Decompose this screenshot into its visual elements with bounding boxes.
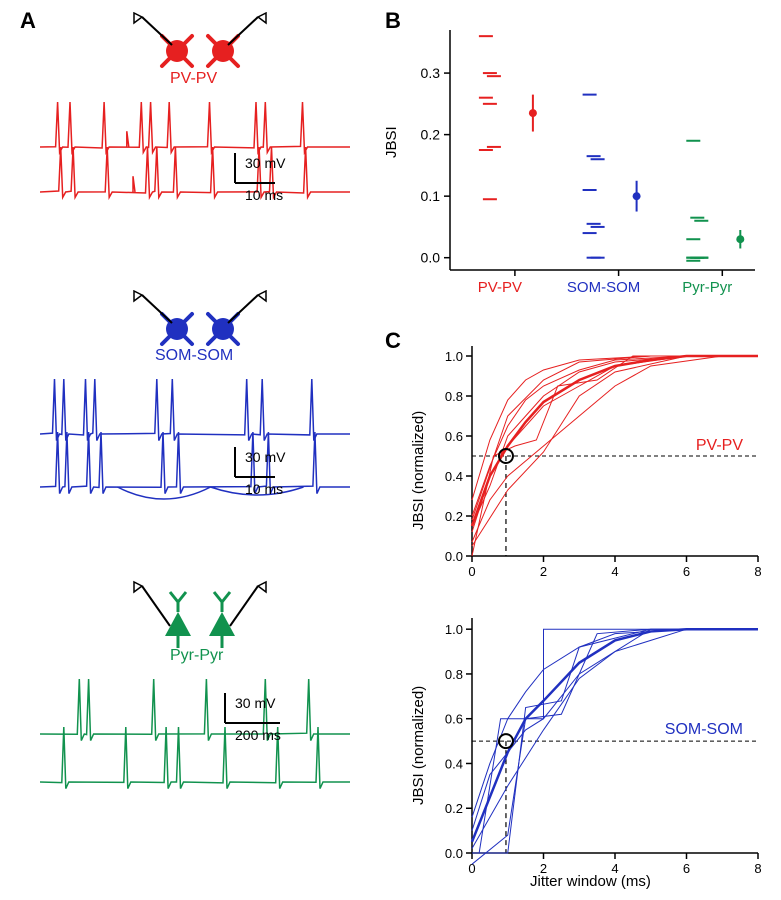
svg-text:PV-PV: PV-PV: [478, 279, 522, 296]
svg-text:0.2: 0.2: [445, 801, 463, 816]
svg-text:10 ms: 10 ms: [245, 481, 283, 497]
svg-text:30 mV: 30 mV: [245, 155, 286, 171]
panel-c-pv-plot: 0.0 0.2 0.4 0.6 0.8 1.0 0 2 4 6 8 PV-PV: [420, 338, 765, 588]
svg-text:6: 6: [683, 564, 690, 579]
svg-text:0.6: 0.6: [445, 429, 463, 444]
svg-text:0.0: 0.0: [445, 846, 463, 861]
svg-text:SOM-SOM: SOM-SOM: [567, 279, 640, 296]
svg-text:Pyr-Pyr: Pyr-Pyr: [682, 279, 732, 296]
svg-text:0.0: 0.0: [445, 549, 463, 564]
svg-text:0.2: 0.2: [421, 127, 441, 143]
svg-text:1.0: 1.0: [445, 349, 463, 364]
panel-label-a: A: [20, 8, 36, 34]
pyr-scalebar: 30 mV 200 ms: [215, 688, 360, 743]
svg-text:0.8: 0.8: [445, 389, 463, 404]
svg-text:0.6: 0.6: [445, 712, 463, 727]
panel-c-pv-ylabel: JBSI (normalized): [410, 411, 427, 530]
svg-text:10 ms: 10 ms: [245, 187, 283, 203]
svg-text:0.8: 0.8: [445, 667, 463, 682]
svg-text:4: 4: [611, 564, 618, 579]
svg-text:0: 0: [468, 564, 475, 579]
pv-scalebar: 30 mV 10 ms: [225, 148, 350, 203]
figure-root: A B C PV-PV 30 mV10 ms SOM-SOM 30 mV10 m…: [0, 0, 781, 900]
panel-c-xlabel: Jitter window (ms): [530, 873, 651, 890]
panel-c-som-plot: 0.00.20.40.60.81.002468SOM-SOM: [420, 610, 765, 885]
svg-text:0.0: 0.0: [421, 250, 441, 266]
pyr-pair-icon: [130, 580, 270, 650]
svg-text:0.4: 0.4: [445, 756, 463, 771]
svg-text:8: 8: [754, 861, 761, 876]
svg-text:6: 6: [683, 861, 690, 876]
svg-text:30 mV: 30 mV: [245, 449, 286, 465]
panel-b-ylabel: JBSI: [383, 126, 400, 158]
som-pair-icon: [130, 290, 270, 350]
panel-c-som-ylabel: JBSI (normalized): [410, 686, 427, 805]
svg-text:SOM-SOM: SOM-SOM: [665, 721, 743, 738]
svg-text:8: 8: [754, 564, 761, 579]
svg-text:0: 0: [468, 861, 475, 876]
panel-b-plot: 0.0 0.1 0.2 0.3 PV-PV SOM-SOM Pyr-Pyr: [395, 20, 765, 310]
svg-text:30 mV: 30 mV: [235, 695, 276, 711]
svg-text:0.3: 0.3: [421, 65, 441, 81]
svg-text:0.2: 0.2: [445, 509, 463, 524]
svg-text:0.1: 0.1: [421, 188, 441, 204]
som-group-label: SOM-SOM: [155, 347, 233, 365]
svg-text:2: 2: [540, 564, 547, 579]
svg-text:PV-PV: PV-PV: [696, 437, 743, 454]
pv-pair-icon: [130, 12, 270, 72]
svg-text:0.4: 0.4: [445, 469, 463, 484]
pyr-group-label: Pyr-Pyr: [170, 647, 223, 665]
panel-label-c: C: [385, 328, 401, 354]
som-scalebar: 30 mV 10 ms: [225, 442, 350, 497]
svg-text:1.0: 1.0: [445, 622, 463, 637]
pv-group-label: PV-PV: [170, 70, 217, 88]
svg-text:200 ms: 200 ms: [235, 727, 281, 743]
